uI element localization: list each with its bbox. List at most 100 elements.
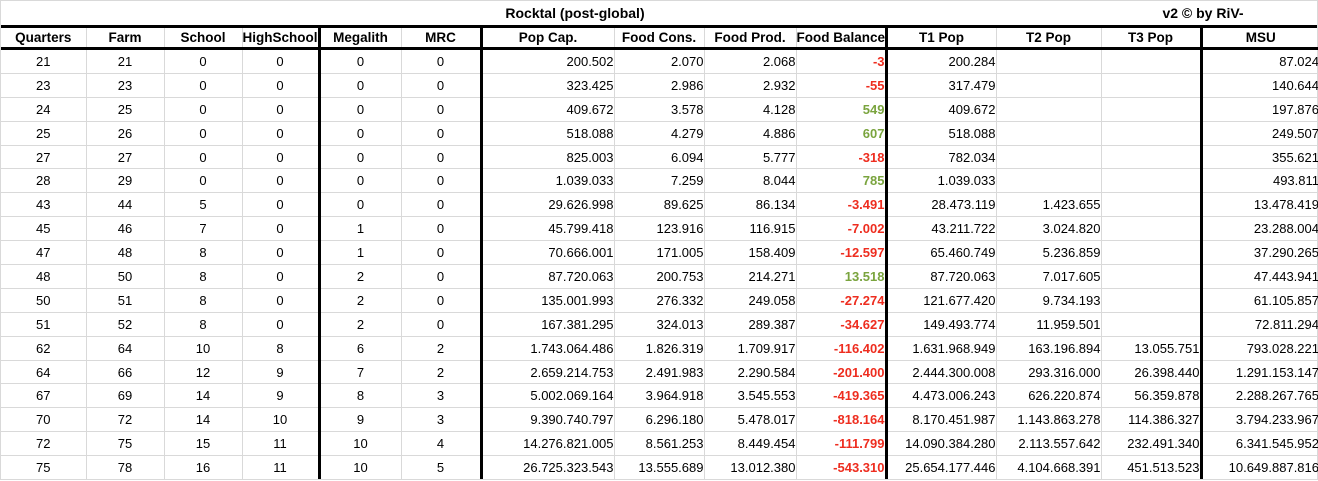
cell-food-prod: 8.044 <box>703 168 796 193</box>
cell-t1-pop: 317.479 <box>884 72 996 98</box>
cell-msu: 61.105.857 <box>1199 287 1318 313</box>
cell-quarters: 45 <box>1 216 86 241</box>
cell-farm: 66 <box>85 359 164 384</box>
cell-t1-pop: 782.034 <box>884 144 996 169</box>
cell-t1-pop: 121.677.420 <box>884 287 996 313</box>
cell-mrc: 0 <box>400 168 481 193</box>
cell-school: 0 <box>163 96 242 122</box>
cell-t3-pop <box>1100 168 1201 193</box>
cell-t1-pop: 409.672 <box>884 96 996 122</box>
cell-pop-cap: 825.003 <box>479 144 614 169</box>
cell-t3-pop <box>1100 311 1201 337</box>
cell-food-balance: -27.274 <box>795 287 886 313</box>
cell-farm: 50 <box>85 264 164 289</box>
cell-msu: 37.290.265 <box>1199 240 1318 265</box>
cell-highschool: 0 <box>241 240 319 265</box>
cell-msu: 6.341.545.952 <box>1199 431 1318 456</box>
cell-quarters: 43 <box>1 192 86 217</box>
cell-mrc: 0 <box>400 72 481 98</box>
cell-t2-pop <box>995 96 1101 122</box>
cell-quarters: 72 <box>1 431 86 456</box>
cell-food-cons: 2.491.983 <box>613 359 704 384</box>
cell-school: 10 <box>163 335 242 361</box>
cell-farm: 51 <box>85 287 164 313</box>
cell-highschool: 0 <box>241 168 319 193</box>
cell-highschool: 0 <box>241 144 319 169</box>
cell-farm: 46 <box>85 216 164 241</box>
cell-t1-pop: 28.473.119 <box>884 192 996 217</box>
cell-t1-pop: 25.654.177.446 <box>884 455 996 480</box>
table-row: 64 66 12 9 7 2 2.659.214.753 2.491.983 2.290.584… <box>1 359 1318 384</box>
cell-food-cons: 8.561.253 <box>613 431 704 456</box>
cell-food-cons: 2.986 <box>613 72 704 98</box>
cell-food-prod: 116.915 <box>703 216 796 241</box>
cell-food-balance: -3 <box>795 48 886 74</box>
cell-quarters: 27 <box>1 144 86 169</box>
cell-t2-pop: 3.024.820 <box>995 216 1101 241</box>
cell-msu: 47.443.941 <box>1199 264 1318 289</box>
version-credit: v2 © by RiV- <box>1162 5 1244 21</box>
cell-food-cons: 276.332 <box>613 287 704 313</box>
cell-t3-pop: 114.386.327 <box>1100 407 1201 432</box>
cell-food-cons: 324.013 <box>613 311 704 337</box>
cell-food-balance: 549 <box>795 96 886 122</box>
cell-quarters: 21 <box>36 53 51 69</box>
column-header-highschool: HighSchool <box>241 28 319 50</box>
cell-quarters: 70 <box>1 407 86 432</box>
cell-food-cons: 6.296.180 <box>613 407 704 432</box>
cell-megalith: 9 <box>317 407 401 432</box>
cell-t3-pop: 56.359.878 <box>1100 383 1201 408</box>
cell-msu: 140.644 <box>1199 72 1318 98</box>
title-row: Rocktal (post-global) v2 © by RiV- <box>1 1 1317 28</box>
cell-highschool: 9 <box>241 359 319 384</box>
cell-msu: 493.811 <box>1199 168 1318 193</box>
cell-highschool: 9 <box>241 383 319 408</box>
cell-msu: 72.811.294 <box>1199 311 1318 337</box>
cell-mrc: 0 <box>400 216 481 241</box>
cell-food-balance: 13.518 <box>795 264 886 289</box>
cell-school: 0 <box>163 72 242 98</box>
table-row: 62 64 10 8 6 2 1.743.064.486 1.826.319 1.709.917… <box>1 335 1318 361</box>
cell-food-prod: 249.058 <box>703 287 796 313</box>
cell-megalith: 0 <box>317 144 401 169</box>
cell-food-cons: 2.070 <box>613 48 704 74</box>
cell-food-cons: 6.094 <box>613 144 704 169</box>
cell-food-cons: 1.826.319 <box>613 335 704 361</box>
cell-mrc: 0 <box>400 120 481 146</box>
cell-t2-pop: 11.959.501 <box>995 311 1101 337</box>
cell-t3-pop <box>1100 120 1201 146</box>
cell-quarters: 47 <box>1 240 86 265</box>
cell-mrc: 5 <box>400 455 481 480</box>
cell-food-balance: -12.597 <box>795 240 886 265</box>
cell-food-balance: 607 <box>795 120 886 146</box>
cell-msu: 197.876 <box>1199 96 1318 122</box>
cell-food-prod: 2.932 <box>703 72 796 98</box>
population-table: Quarters Farm School HighSchool Megalith MRC P… <box>1 28 1318 480</box>
cell-t1-pop: 2.444.300.008 <box>884 359 996 384</box>
cell-highschool: 0 <box>241 264 319 289</box>
table-row: 51 52 8 0 2 0 167.381.295 324.013 289.387 -34.627… <box>1 311 1318 337</box>
cell-msu: 249.507 <box>1199 120 1318 146</box>
column-header-food-prod: Food Prod. <box>703 28 796 50</box>
column-header-t3-pop: T3 Pop <box>1100 28 1201 50</box>
cell-quarters: 67 <box>1 383 86 408</box>
cell-t1-pop: 14.090.384.280 <box>884 431 996 456</box>
cell-quarters: 25 <box>1 120 86 146</box>
cell-highschool: 0 <box>241 120 319 146</box>
cell-farm: 23 <box>85 72 164 98</box>
cell-msu: 355.621 <box>1199 144 1318 169</box>
cell-megalith: 2 <box>317 287 401 313</box>
cell-mrc: 0 <box>400 96 481 122</box>
cell-msu: 13.478.419 <box>1199 192 1318 217</box>
cell-food-balance: -3.491 <box>795 192 886 217</box>
cell-megalith: 1 <box>317 216 401 241</box>
cell-t1-pop: 1.631.968.949 <box>884 335 996 361</box>
cell-megalith: 10 <box>317 455 401 480</box>
cell-highschool: 0 <box>241 72 319 98</box>
cell-quarters: 75 <box>1 455 86 480</box>
cell-pop-cap: 135.001.993 <box>479 287 614 313</box>
cell-food-cons: 200.753 <box>613 264 704 289</box>
cell-pop-cap: 2.659.214.753 <box>479 359 614 384</box>
cell-school: 12 <box>163 359 242 384</box>
cell-t3-pop <box>1100 192 1201 217</box>
